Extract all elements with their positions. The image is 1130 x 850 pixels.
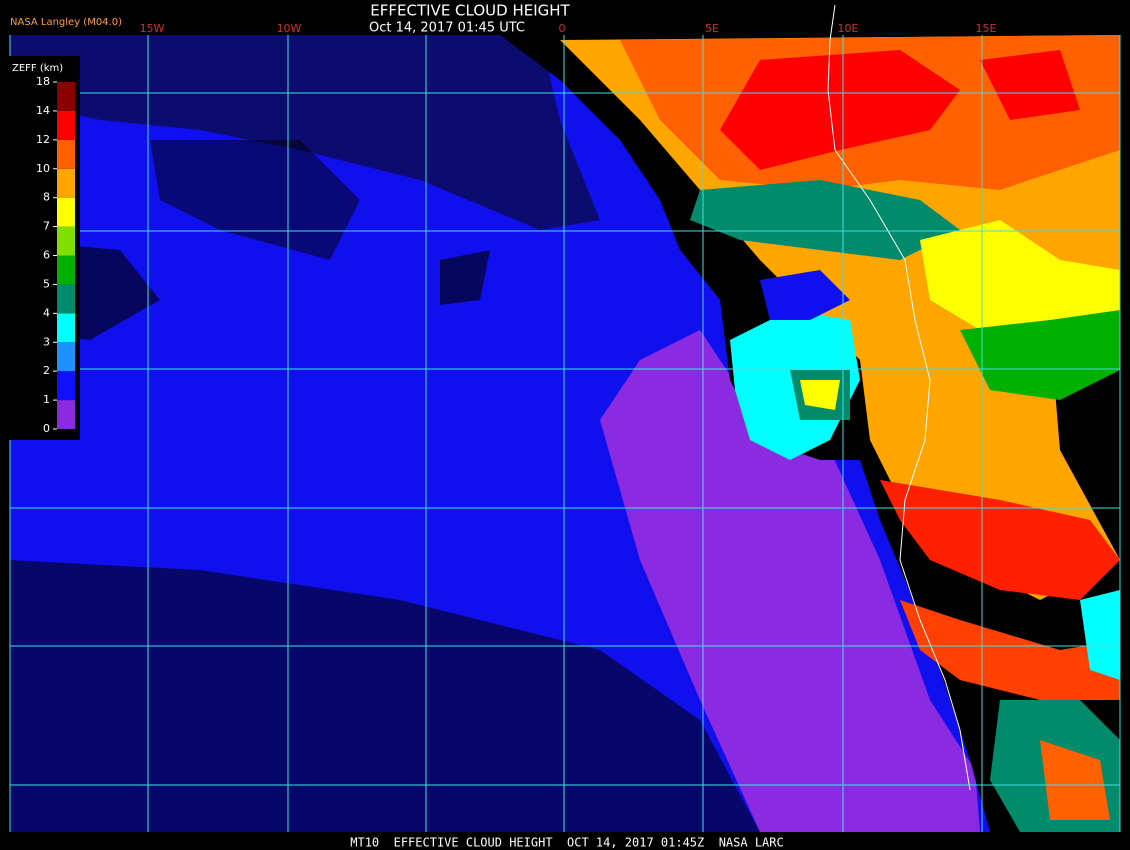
- mid-cloud: [920, 220, 1120, 330]
- clear-patch: [10, 35, 600, 230]
- longitude-label: 15E: [976, 22, 997, 35]
- mid-cloud: [690, 180, 960, 260]
- subtitle: Oct 14, 2017 01:45 UTC: [369, 21, 525, 36]
- colorbar-tick-label: 18: [36, 75, 50, 88]
- clear-patch: [150, 140, 360, 260]
- very-low-cloud: [600, 330, 980, 832]
- colorbar-segment: [57, 400, 75, 429]
- high-cloud: [900, 600, 1120, 700]
- colorbar-segment: [57, 371, 75, 401]
- colorbar-tick-label: 0: [43, 422, 50, 435]
- longitude-label: 5E: [705, 22, 719, 35]
- colorbar-segment: [57, 255, 75, 285]
- colorbar-segment: [57, 197, 75, 227]
- longitude-label: 15W: [140, 22, 165, 35]
- colorbar-segment: [57, 82, 75, 111]
- high-cloud: [1040, 740, 1110, 820]
- colorbar-tick-label: 10: [36, 162, 50, 175]
- high-cloud: [880, 480, 1120, 600]
- colorbar-tick-label: 8: [43, 191, 50, 204]
- colorbar-segment: [57, 284, 75, 314]
- colorbar-segment: [57, 168, 75, 198]
- colorbar-tick-label: 12: [36, 133, 50, 146]
- source-label: NASA Langley (M04.0): [10, 17, 122, 28]
- imagery: [10, 35, 1120, 832]
- high-cloud: [720, 50, 960, 170]
- colorbar-tick-label: 14: [36, 104, 50, 117]
- clear-patch: [440, 250, 490, 305]
- colorbar-tick-label: 7: [43, 220, 50, 233]
- mid-cloud: [960, 310, 1120, 400]
- colorbar-tick-label: 2: [43, 364, 50, 377]
- longitude-label: 10E: [838, 22, 859, 35]
- clear-patch: [10, 560, 760, 832]
- mid-cloud: [800, 380, 840, 410]
- colorbar-tick-label: 1: [43, 393, 50, 406]
- colorbar-tick-label: 3: [43, 335, 50, 348]
- colorbar-segment: [57, 110, 75, 140]
- colorbar-segment: [57, 342, 75, 372]
- colorbar-tick-label: 5: [43, 277, 50, 290]
- mid-cloud: [1080, 590, 1120, 680]
- longitude-label: 10W: [277, 22, 302, 35]
- colorbar-segment: [57, 313, 75, 343]
- colorbar-segment: [57, 139, 75, 169]
- longitude-label: 0: [559, 22, 566, 35]
- high-cloud: [980, 50, 1080, 120]
- colorbar-segment: [57, 226, 75, 256]
- colorbar-tick-label: 4: [43, 306, 50, 319]
- footer: MT10 EFFECTIVE CLOUD HEIGHT OCT 14, 2017…: [350, 836, 783, 850]
- title: EFFECTIVE CLOUD HEIGHT: [370, 2, 570, 20]
- colorbar-label: ZEFF (km): [12, 63, 63, 74]
- low-cloud: [760, 270, 850, 320]
- colorbar-tick-label: 6: [43, 249, 50, 262]
- coastline: [827, 4, 971, 791]
